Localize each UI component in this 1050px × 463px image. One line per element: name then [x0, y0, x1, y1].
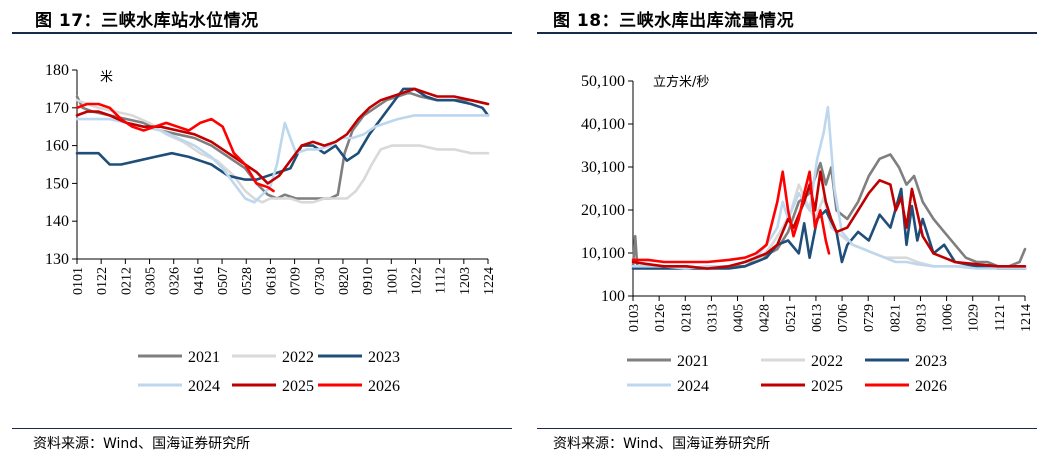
x-tick-label: 0913	[914, 304, 929, 332]
x-tick-label: 1112	[434, 267, 449, 294]
right-source-note: 资料来源：Wind、国海证券研究所	[553, 436, 771, 452]
left-chart-panel: 图 17：三峡水库站水位情况 130 140 150 160 170 180 0101 012…	[12, 11, 512, 452]
legend-label-2023: 2023	[368, 349, 400, 366]
outflow-chart: 100 10,100 20,100 30,100 40,100 50,100 0103 012…	[581, 73, 1034, 395]
x-tick-label: 0218	[679, 304, 694, 332]
legend-label-2025: 2025	[811, 378, 843, 395]
x-tick-label: 1214	[1019, 304, 1034, 332]
x-tick-label: 0101	[71, 267, 86, 295]
legend-label-2025: 2025	[282, 378, 314, 395]
x-tick-label: 0507	[216, 267, 231, 295]
y-tick-label: 140	[45, 213, 69, 230]
x-tick-label: 0103	[627, 304, 642, 332]
legend-label-2026: 2026	[915, 378, 947, 395]
x-tick-label: 1224	[482, 267, 497, 295]
x-tick-label: 0613	[810, 304, 825, 332]
series-line-2025	[75, 87, 490, 185]
series-line-2024	[631, 105, 1027, 270]
x-tick-label: 1121	[993, 304, 1008, 331]
x-tick-label: 1001	[385, 267, 400, 295]
x-tick-label: 0729	[862, 304, 877, 332]
x-tick-label: 1203	[458, 267, 473, 295]
y-tick-label: 10,100	[581, 245, 625, 262]
y-tick-label: 160	[45, 138, 69, 155]
right-source-divider	[537, 428, 1037, 429]
legend-label-2021: 2021	[677, 353, 709, 370]
x-tick-label: 0126	[653, 304, 668, 332]
x-tick-label: 0730	[313, 267, 328, 295]
x-tick-label: 0910	[361, 267, 376, 295]
x-tick-label: 0305	[144, 267, 159, 295]
left-source-note: 资料来源：Wind、国海证券研究所	[33, 436, 251, 452]
y-tick-label: 20,100	[581, 202, 625, 219]
x-tick-label: 0706	[836, 304, 851, 332]
x-tick-label: 0122	[95, 267, 110, 295]
x-tick-label: 0821	[888, 304, 903, 332]
x-tick-label: 0212	[119, 267, 134, 295]
right-chart-title: 图 18：三峡水库出库流量情况	[553, 11, 795, 31]
legend-label-2021: 2021	[188, 349, 220, 366]
series-line-2025	[631, 170, 1027, 270]
series-line-2022	[631, 183, 1027, 270]
left-source-divider	[12, 428, 512, 429]
y-tick-label: 100	[601, 288, 625, 305]
series-line-2026	[631, 170, 831, 264]
y-tick-label: 50,100	[581, 73, 625, 90]
series-line-2023	[75, 87, 490, 181]
x-tick-label: 0709	[289, 267, 304, 295]
y-unit-label: 立方米/秒	[653, 74, 709, 90]
series-line-2021	[75, 91, 490, 200]
legend-label-2022: 2022	[811, 353, 843, 370]
y-tick-label: 180	[45, 62, 69, 79]
left-title-divider	[12, 32, 512, 34]
legend-label-2026: 2026	[368, 378, 400, 395]
y-tick-label: 30,100	[581, 159, 625, 176]
legend-label-2024: 2024	[188, 378, 220, 395]
y-tick-label: 150	[45, 175, 69, 192]
y-tick-label: 40,100	[581, 116, 625, 133]
x-tick-label: 0326	[168, 267, 183, 295]
x-tick-label: 0428	[758, 304, 773, 332]
y-tick-label: 130	[45, 251, 69, 268]
right-title-divider	[537, 32, 1037, 34]
x-tick-label: 1006	[941, 304, 956, 332]
x-tick-label: 1022	[409, 267, 424, 295]
x-tick-label: 1029	[967, 304, 982, 332]
series-line-2023	[631, 187, 1027, 270]
legend-label-2023: 2023	[915, 353, 947, 370]
x-tick-label: 0313	[705, 304, 720, 332]
series-line-2026	[75, 102, 275, 193]
right-chart-panel: 图 18：三峡水库出库流量情况 100 10,100 20,100 30,100 40,…	[525, 0, 1050, 463]
x-tick-label: 0528	[240, 267, 255, 295]
legend-label-2024: 2024	[677, 378, 709, 395]
left-chart-title: 图 17：三峡水库站水位情况	[35, 11, 259, 31]
x-tick-label: 0820	[337, 267, 352, 295]
legend-label-2022: 2022	[282, 349, 314, 366]
y-tick-label: 170	[45, 100, 69, 117]
series-line-2024	[75, 114, 490, 204]
water-level-chart: 130 140 150 160 170 180 0101 0122 0212 0305 0326 04…	[45, 62, 497, 395]
x-tick-label: 0405	[732, 304, 747, 332]
x-tick-label: 0521	[784, 304, 799, 332]
x-tick-label: 0416	[192, 267, 207, 295]
y-unit-label: 米	[100, 70, 113, 85]
x-tick-label: 0618	[264, 267, 279, 295]
